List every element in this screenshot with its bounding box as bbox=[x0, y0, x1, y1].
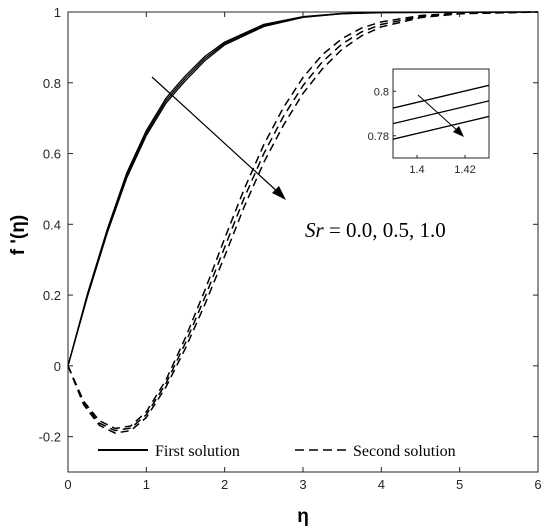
x-tick-label: 3 bbox=[299, 477, 306, 492]
sr-annotation: Sr = 0.0, 0.5, 1.0 bbox=[305, 218, 446, 242]
x-tick-label: 5 bbox=[456, 477, 463, 492]
inset-curve-2 bbox=[393, 100, 489, 125]
second-solution-curve-3 bbox=[67, 11, 539, 434]
inset-x-tick-label: 1.42 bbox=[454, 164, 475, 176]
inset-curve-3 bbox=[393, 115, 489, 140]
inset-arrow bbox=[417, 94, 464, 137]
inset-x-tick-label: 1.4 bbox=[409, 164, 424, 176]
x-tick-label: 6 bbox=[534, 477, 541, 492]
y-tick-label: 1 bbox=[54, 5, 61, 20]
second-solution-curve-1 bbox=[67, 11, 539, 430]
y-tick-label: 0.8 bbox=[43, 76, 61, 91]
legend-first-solution: First solution bbox=[155, 443, 240, 460]
y-tick-label: 0.6 bbox=[43, 147, 61, 162]
inset-plot: 1.4 1.42 0.78 0.8 bbox=[368, 68, 490, 176]
first-solution-curve-3 bbox=[67, 11, 539, 367]
y-tick-label: 0.4 bbox=[43, 217, 61, 232]
inset-y-tick-label: 0.78 bbox=[368, 131, 389, 143]
x-tick-label: 4 bbox=[378, 477, 385, 492]
x-tick-label: 0 bbox=[64, 477, 71, 492]
legend: First solution Second solution bbox=[98, 443, 456, 460]
y-tick-label: -0.2 bbox=[39, 430, 61, 445]
trend-arrow bbox=[151, 76, 286, 200]
inset-y-tick-label: 0.8 bbox=[374, 86, 389, 98]
inset-frame bbox=[392, 68, 490, 159]
y-tick-label: 0.2 bbox=[43, 288, 61, 303]
x-tick-label: 2 bbox=[221, 477, 228, 492]
x-axis-label: η bbox=[297, 506, 309, 527]
y-tick-label: 0 bbox=[54, 359, 61, 374]
legend-second-solution: Second solution bbox=[353, 443, 456, 460]
inset-curve-1 bbox=[393, 84, 489, 109]
second-solution-curve-2 bbox=[67, 11, 539, 432]
y-axis-label: f '(η) bbox=[8, 215, 29, 255]
x-tick-label: 1 bbox=[143, 477, 150, 492]
